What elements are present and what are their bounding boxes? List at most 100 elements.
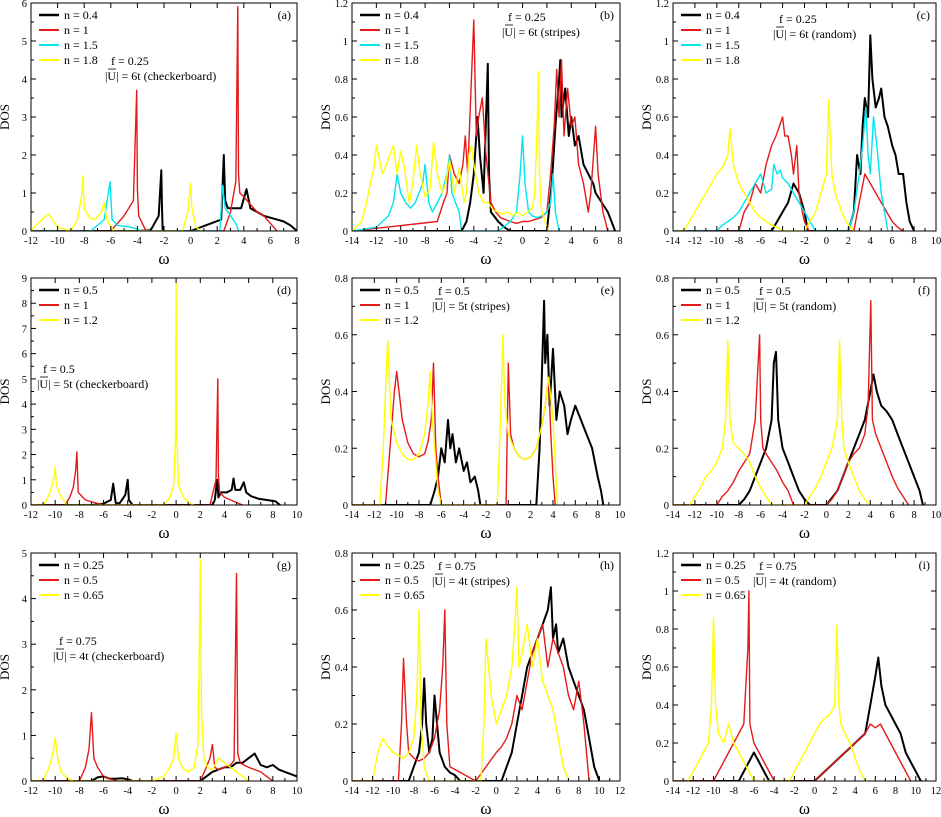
series-group	[352, 19, 617, 231]
x-tick-label: -8	[409, 786, 418, 797]
x-tick-label: -4	[770, 786, 779, 797]
legend: n = 0.25n = 0.5n = 0.65	[360, 558, 425, 602]
x-tick-label: 6	[246, 510, 251, 521]
x-axis-title: ω	[158, 523, 169, 542]
x-tick-label: -10	[710, 510, 724, 521]
y-tick-label: 4	[22, 75, 28, 86]
y-tick-label: 0.2	[656, 444, 669, 455]
y-tick-label: 0.4	[656, 701, 670, 712]
panel-label: (h)	[600, 558, 614, 572]
annotation-filling: f = 0.75	[438, 559, 476, 573]
y-tick-label: 0.6	[335, 331, 348, 342]
x-tick-label: 6	[573, 510, 578, 521]
x-tick-label: 0	[188, 236, 193, 247]
panel-label: (g)	[277, 558, 291, 572]
series-line-n1	[673, 116, 904, 231]
legend-label: n = 0.5	[64, 573, 98, 587]
x-axis-title: ω	[480, 799, 491, 817]
legend-label: n = 1	[385, 298, 410, 312]
x-tick-label: -6	[750, 786, 759, 797]
x-tick-label: -8	[734, 510, 743, 521]
y-tick-label: 6	[22, 350, 27, 361]
x-tick-label: -4	[133, 236, 142, 247]
x-tick-label: 2	[198, 786, 203, 797]
x-tick-label: 0	[173, 786, 178, 797]
x-tick-label: 10	[292, 786, 303, 797]
annotation-filling: f = 0.75	[59, 634, 97, 648]
x-tick-label: 0	[824, 236, 829, 247]
y-axis-title: DOS	[318, 654, 333, 680]
series-line-n0p4	[31, 154, 297, 231]
x-tick-label: 8	[270, 786, 275, 797]
y-axis-title: DOS	[318, 104, 333, 130]
x-tick-label: -10	[51, 236, 65, 247]
x-tick-label: 6	[593, 236, 598, 247]
series-line-n0p5	[673, 590, 912, 781]
x-axis-title: ω	[480, 523, 491, 542]
x-tick-label: -6	[756, 236, 765, 247]
y-tick-label: 1	[22, 476, 27, 487]
x-tick-label: 0	[494, 786, 499, 797]
x-tick-label: -12	[24, 786, 38, 797]
x-tick-label: 6	[246, 786, 251, 797]
y-tick-label: 0	[22, 501, 27, 512]
y-tick-label: 0.6	[656, 331, 669, 342]
y-axis-title: DOS	[639, 654, 654, 680]
series-line-n0p5	[31, 477, 281, 505]
annotation-interaction: |U| = 5t (random)	[753, 299, 836, 313]
panel-label: (a)	[278, 8, 291, 22]
x-tick-label: -12	[24, 510, 38, 521]
x-tick-label: -2	[160, 236, 169, 247]
y-axis-title: DOS	[318, 378, 333, 404]
x-tick-label: -8	[421, 236, 430, 247]
y-tick-label: 0.2	[335, 189, 348, 200]
y-tick-label: 0	[664, 501, 669, 512]
x-tick-label: -8	[415, 510, 424, 521]
x-tick-label: 0	[506, 510, 511, 521]
y-tick-label: 2	[22, 686, 27, 697]
y-axis-title: DOS	[0, 654, 12, 680]
series-line-n0p65	[31, 559, 250, 781]
legend-label: n = 0.25	[64, 558, 104, 572]
x-tick-label: 2	[832, 786, 837, 797]
x-tick-label: -12	[688, 236, 702, 247]
panel-label: (b)	[600, 8, 614, 22]
legend: n = 0.5n = 1n = 1.2	[681, 283, 740, 327]
x-tick-label: -14	[666, 786, 681, 797]
x-tick-label: 8	[911, 510, 916, 521]
annotation-interaction: |U| = 6t (stripes)	[502, 25, 580, 39]
y-tick-label: 1	[664, 37, 669, 48]
y-tick-label: 1	[22, 189, 27, 200]
x-tick-label: -2	[148, 786, 157, 797]
legend-label: n = 0.5	[706, 283, 740, 297]
x-tick-label: -10	[394, 236, 408, 247]
x-tick-label: 10	[615, 510, 626, 521]
annotation-interaction: |U| = 6t (checkerboard)	[105, 69, 216, 83]
x-tick-label: 8	[270, 510, 275, 521]
x-tick-label: -10	[386, 786, 400, 797]
panel-a: -12 -10 -8 -6 -4 -2 0 2 4 6 8 0 1 2 3 4 5 6 ω DOS (a) n = 0.4…	[0, 0, 300, 268]
y-tick-label: 1	[664, 587, 669, 598]
legend-label: n = 1	[64, 23, 89, 37]
series-group	[352, 586, 601, 781]
y-tick-label: 0.4	[335, 388, 349, 399]
series-line-n0p65	[352, 586, 570, 781]
x-tick-label: 4	[852, 786, 858, 797]
y-tick-label: 1	[343, 37, 348, 48]
y-tick-label: 0	[664, 227, 669, 238]
panel-e: -14 -12 -10 -8 -6 -4 -2 0 2 4 6 8 10 0 0.2 0.4 0.6 0.8 ω DO…	[318, 274, 625, 542]
panel-label: (c)	[917, 8, 930, 22]
y-tick-label: 0.6	[656, 113, 669, 124]
x-tick-label: -4	[459, 510, 468, 521]
legend: n = 0.4n = 1n = 1.5n = 1.8	[681, 8, 740, 67]
legend-label: n = 1.8	[706, 53, 740, 67]
x-tick-label: -6	[106, 236, 115, 247]
x-tick-label: -6	[430, 786, 439, 797]
y-tick-label: 0.2	[656, 189, 669, 200]
legend-label: n = 1.8	[64, 53, 98, 67]
x-tick-label: -2	[471, 786, 480, 797]
x-tick-label: 0	[824, 510, 829, 521]
legend-label: n = 1	[64, 298, 89, 312]
annotation-filling: f = 0.5	[438, 284, 470, 298]
series-line-n0p5	[31, 572, 274, 781]
